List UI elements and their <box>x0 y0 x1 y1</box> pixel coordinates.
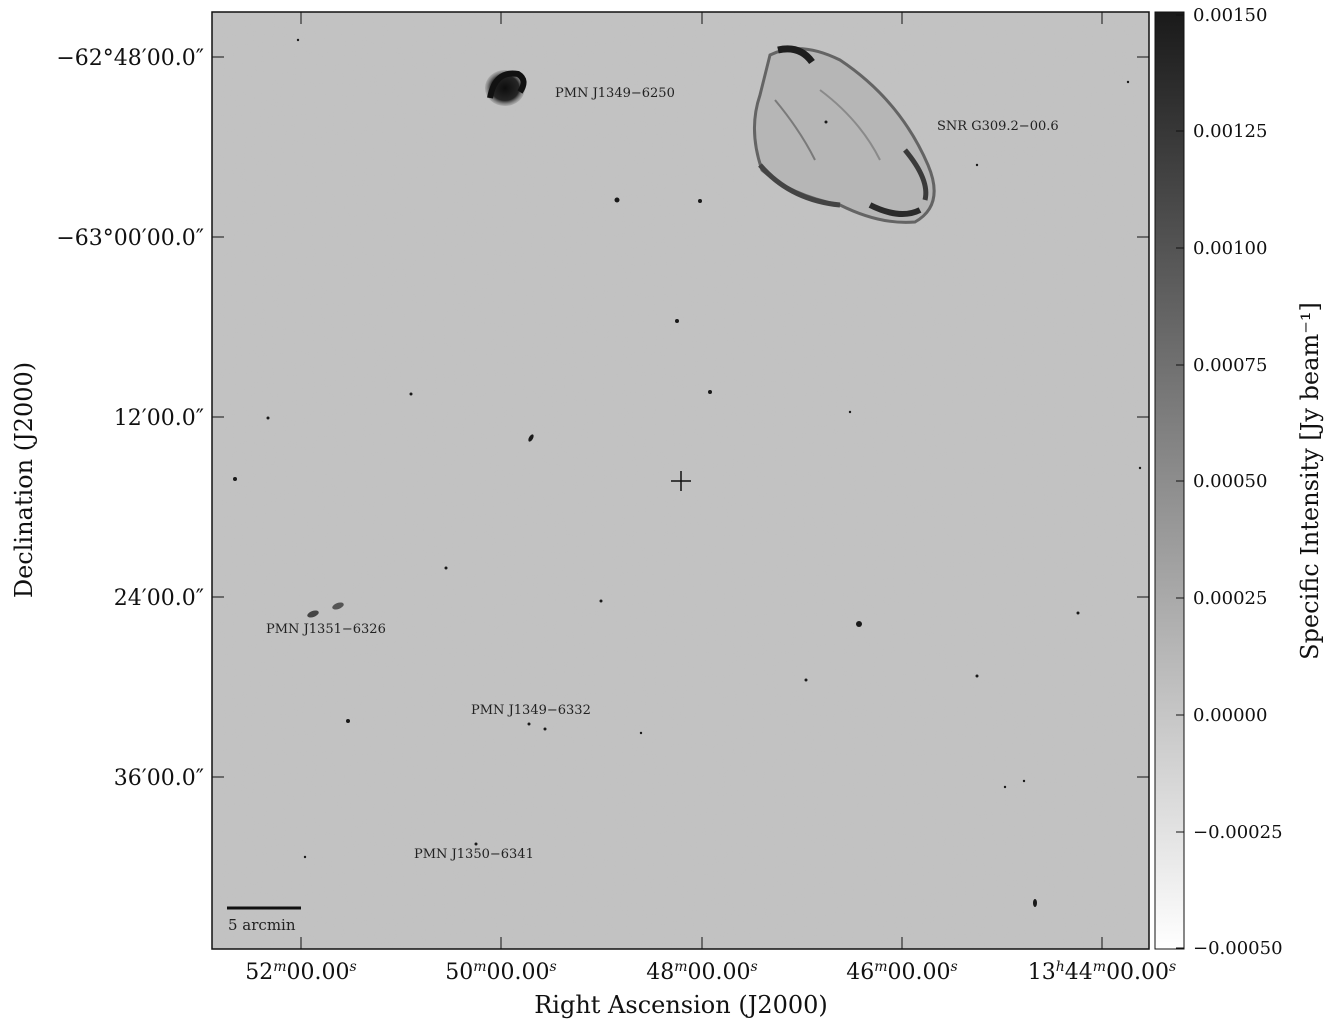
scale-bar-label: 5 arcmin <box>228 916 296 934</box>
colorbar: 0.00150 0.00125 0.00100 0.00075 0.00050 … <box>1154 5 1324 959</box>
supernova-remnant-shell <box>752 45 936 224</box>
source-label: PMN J1351−6326 <box>266 622 386 637</box>
x-tick-label: 50m00.00s <box>445 959 556 985</box>
colorbar-tick-label: 0.00150 <box>1193 5 1267 26</box>
colorbar-tick-label: −0.00050 <box>1193 938 1283 959</box>
y-tick-labels: −62°48′00.0″ −63°00′00.0″ 12′00.0″ 24′00… <box>56 46 204 791</box>
x-tick-label: 46m00.00s <box>846 959 957 985</box>
y-tick-label: 36′00.0″ <box>114 766 204 791</box>
colorbar-tick-label: 0.00125 <box>1193 121 1267 142</box>
y-tick-label: −62°48′00.0″ <box>56 46 204 71</box>
colorbar-tick-label: 0.00075 <box>1193 355 1267 376</box>
point-sources <box>233 38 1142 907</box>
source-label: PMN J1349−6250 <box>555 86 675 101</box>
scale-bar: 5 arcmin <box>227 906 301 934</box>
sky-image: PMN J1349−6250 SNR G309.2−00.6 PMN J1351… <box>211 11 1150 950</box>
x-tick-labels: 52m00.00s 50m00.00s 48m00.00s 46m00.00s … <box>245 959 1176 985</box>
x-tick-label: 13h44m00.00s <box>1028 959 1176 985</box>
axis-ticks <box>212 12 1149 949</box>
plot-frame <box>211 11 1150 950</box>
colorbar-tick-label: 0.00050 <box>1193 471 1267 492</box>
source-label: SNR G309.2−00.6 <box>937 119 1059 134</box>
y-tick-label: −63°00′00.0″ <box>56 226 204 251</box>
x-axis-label: Right Ascension (J2000) <box>534 991 828 1019</box>
source-label: PMN J1349−6332 <box>471 703 591 718</box>
colorbar-label: Specific Intensity [Jy beam⁻¹] <box>1296 302 1324 660</box>
y-tick-label: 12′00.0″ <box>114 406 204 431</box>
colorbar-tick-label: 0.00000 <box>1193 705 1267 726</box>
phase-centre-cross <box>671 471 691 491</box>
x-tick-label: 48m00.00s <box>646 959 757 985</box>
source-blob-pmn-j1351-6326 <box>307 602 344 618</box>
colorbar-ticks <box>1176 14 1184 949</box>
y-axis-label: Declination (J2000) <box>10 362 38 598</box>
colorbar-tick-label: −0.00025 <box>1193 822 1283 843</box>
colorbar-tick-label: 0.00100 <box>1193 238 1267 259</box>
source-label: PMN J1350−6341 <box>414 847 534 862</box>
source-blob-pmn-j1349-6250 <box>485 70 527 106</box>
colorbar-tick-label: 0.00025 <box>1193 588 1267 609</box>
x-tick-label: 52m00.00s <box>245 959 356 985</box>
y-tick-label: 24′00.0″ <box>114 586 204 611</box>
